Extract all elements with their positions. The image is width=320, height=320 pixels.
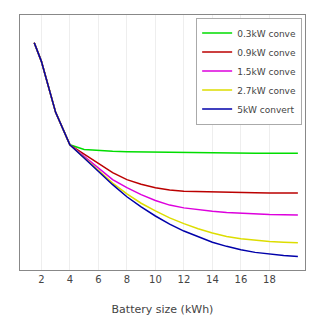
svg-text:12: 12 bbox=[178, 274, 191, 285]
svg-text:6: 6 bbox=[95, 274, 101, 285]
svg-text:2: 2 bbox=[38, 274, 44, 285]
svg-text:10: 10 bbox=[149, 274, 162, 285]
svg-text:16: 16 bbox=[235, 274, 248, 285]
svg-text:8: 8 bbox=[124, 274, 130, 285]
svg-text:0.9kW conve: 0.9kW conve bbox=[237, 48, 296, 58]
svg-text:18: 18 bbox=[263, 274, 276, 285]
svg-text:4: 4 bbox=[67, 274, 73, 285]
svg-text:14: 14 bbox=[206, 274, 219, 285]
svg-text:Battery size (kWh): Battery size (kWh) bbox=[112, 303, 214, 316]
svg-text:1.5kW conve: 1.5kW conve bbox=[237, 67, 296, 77]
svg-text:0.3kW conve: 0.3kW conve bbox=[237, 29, 296, 39]
svg-text:5kW convert: 5kW convert bbox=[237, 105, 294, 115]
svg-text:2.7kW conve: 2.7kW conve bbox=[237, 86, 296, 96]
